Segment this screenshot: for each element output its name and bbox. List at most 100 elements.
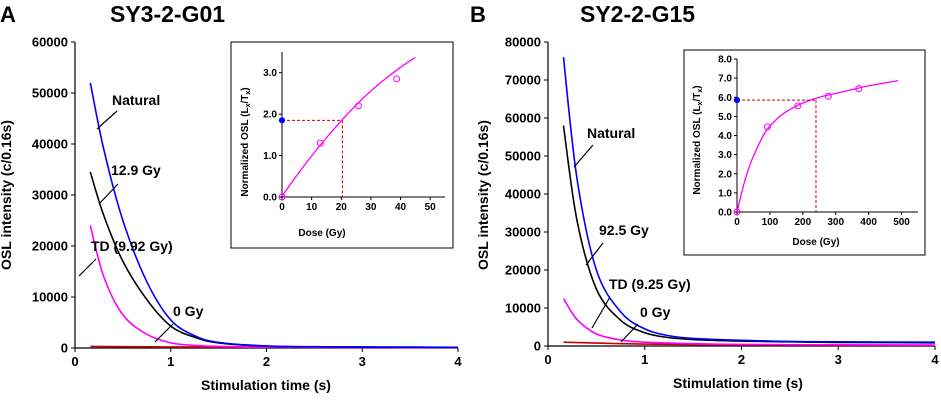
panel-a-inset-y-tick-label: 0.0 (263, 193, 277, 204)
panel-b-y-tick-label: 10000 (505, 301, 541, 316)
panel-b-inset-y-tick-label: 7.0 (718, 74, 732, 85)
panel-b-arrow-zero (620, 323, 639, 343)
panel-a-inset-regen-point (278, 193, 286, 201)
panel-a-y-tick-label: 10000 (32, 290, 68, 305)
panel-b-y-tick-label: 40000 (505, 187, 541, 202)
panel-b-y-tick-label: 80000 (505, 35, 541, 50)
panel-a-inset-y-tick-label: 3.0 (263, 68, 277, 79)
panel-b-inset-regen-point (855, 85, 863, 93)
panel-b-inset-ylabel: Normalized OSL (Lx/Tx) (692, 85, 704, 194)
panel-b-x-tick-label: 0 (544, 352, 551, 367)
panel-a-inset-x-tick-label: 40 (395, 202, 407, 213)
panel-b-inset-y-tick-label: 6.0 (718, 93, 732, 104)
panel-a-inset-plot-area: 0.0 1.0 2.0 3.0 0 10 20 30 40 50 (263, 52, 445, 213)
panel-a-series-natural (89, 82, 459, 349)
panel-a-title: SY3-2-G01 (110, 1, 225, 27)
panel-b-inset-regen-point (763, 123, 771, 131)
panel-b-inset: 0.0 1.0 2.0 3.0 4.0 5.0 6.0 7.0 8.0 0 100 200 300 400… (683, 49, 926, 256)
panel-b-x-tick-label: 4 (931, 352, 939, 367)
panel-b: B SY2-2-G15 OSL intensity (c/0.16s) Stim… (470, 1, 939, 391)
panel-a-xlabel: Stimulation time (s) (201, 377, 331, 393)
panel-a-inset-ylabel: Normalized OSL (Lx/Tx) (240, 87, 252, 196)
panel-b-inset-regen-point (824, 92, 832, 100)
panel-a-letter: A (0, 2, 16, 27)
panel-b-y-tick-label: 60000 (505, 111, 541, 126)
panel-b-series-td-9-25-gy (562, 298, 936, 346)
panel-b-inset-regen-point (794, 102, 802, 110)
panel-a-inset-y-tick-label: 2.0 (263, 110, 277, 121)
panel-a: A SY3-2-G01 OSL intensity (c/0.16s) Stim… (0, 1, 462, 393)
panel-b-arrow-natural (573, 144, 594, 168)
panel-b-series-natural (562, 57, 936, 343)
panel-b-x-tick-label: 3 (835, 352, 842, 367)
panel-a-y-tick-label: 60000 (32, 35, 68, 50)
panel-b-inset-x-tick-label: 500 (893, 217, 910, 228)
panel-a-x-tick-label: 0 (71, 354, 78, 369)
panel-a-inset-y-tick-label: 1.0 (263, 151, 277, 162)
panel-b-xlabel: Stimulation time (s) (673, 375, 803, 391)
panel-a-inset-regen-point (354, 102, 362, 110)
panel-a-plot-area: 0 10000 20000 30000 40000 50000 60000 0 1 2 3 4 (32, 35, 463, 370)
panel-b-letter: B (470, 2, 486, 27)
panel-b-annotation-dose: 92.5 Gy (599, 222, 649, 238)
panel-a-inset-frame (230, 41, 454, 249)
panel-a-inset-natural-point (278, 117, 286, 124)
panel-b-y-tick-label: 0 (534, 339, 541, 354)
panel-b-arrow-td (591, 296, 611, 329)
panel-a-inset-x-tick-label: 0 (279, 202, 285, 213)
panel-a-y-tick-label: 20000 (32, 239, 68, 254)
panel-b-inset-x-tick-label: 200 (794, 217, 811, 228)
panel-b-inset-x-tick-label: 100 (762, 217, 779, 228)
panel-b-inset-y-tick-label: 3.0 (718, 150, 732, 161)
panel-a-x-tick-label: 4 (454, 354, 462, 369)
panel-b-arrow-dose (585, 242, 604, 266)
panel-b-inset-natural-point (733, 97, 741, 104)
panel-a-y-tick-label: 30000 (32, 188, 68, 203)
panel-a-x-tick-label: 2 (263, 354, 270, 369)
panel-b-inset-y-tick-label: 1.0 (718, 188, 732, 199)
panel-a-annotation-td: TD (9.92 Gy) (91, 238, 173, 254)
panel-a-arrow-dose (98, 183, 119, 205)
panel-a-inset: 0.0 1.0 2.0 3.0 0 10 20 30 40 50 Dose (Gy) Normal… (230, 41, 454, 249)
panel-b-inset-frame (683, 49, 926, 256)
panel-a-annotation-zero: 0 Gy (173, 303, 204, 319)
panel-a-inset-x-tick-label: 10 (306, 202, 318, 213)
panel-a-inset-fit-curve (281, 56, 416, 197)
panel-b-y-tick-label: 30000 (505, 225, 541, 240)
panel-a-ylabel: OSL intensity (c/0.16s) (0, 120, 14, 270)
panel-a-inset-x-tick-label: 30 (365, 202, 377, 213)
panel-b-annotation-natural: Natural (587, 125, 635, 141)
panel-b-inset-x-tick-label: 0 (734, 217, 740, 228)
panel-a-arrow-zero (154, 323, 174, 343)
panel-a-x-tick-label: 1 (167, 354, 174, 369)
panel-a-y-tick-label: 0 (61, 341, 68, 356)
panel-b-inset-y-tick-label: 2.0 (718, 169, 732, 180)
panel-a-inset-regen-point (316, 139, 324, 147)
panel-a-annotation-dose: 12.9 Gy (111, 162, 161, 178)
panel-a-x-tick-label: 3 (359, 354, 366, 369)
panel-a-annotation-natural: Natural (112, 92, 160, 108)
panel-b-inset-y-tick-label: 0.0 (718, 208, 732, 219)
panel-b-annotation-zero: 0 Gy (640, 304, 671, 320)
panel-a-inset-x-tick-label: 20 (336, 202, 348, 213)
panel-b-y-tick-label: 70000 (505, 73, 541, 88)
panel-b-inset-fit-curve (736, 79, 899, 213)
panel-b-y-tick-label: 20000 (505, 263, 541, 278)
panel-b-inset-x-tick-label: 300 (827, 217, 844, 228)
panel-b-inset-plot-area: 0.0 1.0 2.0 3.0 4.0 5.0 6.0 7.0 8.0 0 100 200 300 400… (718, 55, 918, 228)
panel-b-inset-y-tick-label: 5.0 (718, 112, 732, 123)
panel-b-plot-area: 0100002000030000400005000060000700008000… (505, 35, 940, 368)
panel-b-inset-regen-point (733, 208, 741, 216)
panel-a-arrow-td (78, 258, 97, 277)
panel-b-ylabel: OSL intensity (c/0.16s) (475, 120, 491, 270)
panel-b-x-tick-label: 2 (738, 352, 745, 367)
panel-b-annotation-td: TD (9.25 Gy) (609, 276, 691, 292)
panel-b-inset-y-tick-label: 8.0 (718, 55, 732, 66)
panel-a-y-tick-label: 50000 (32, 86, 68, 101)
panel-a-inset-xlabel: Dose (Gy) (298, 228, 345, 239)
panel-b-inset-xlabel: Dose (Gy) (792, 237, 839, 248)
panel-b-inset-x-tick-label: 400 (860, 217, 877, 228)
panel-b-y-tick-label: 50000 (505, 149, 541, 164)
panel-b-x-tick-label: 1 (641, 352, 648, 367)
